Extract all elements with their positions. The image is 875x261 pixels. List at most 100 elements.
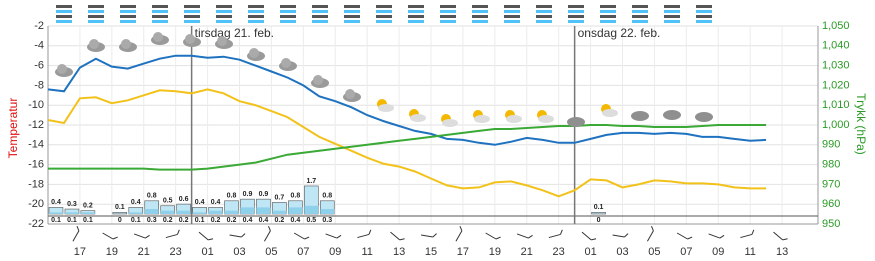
wind-arrow bbox=[455, 226, 463, 242]
precip-max-label: 0.9 bbox=[259, 191, 269, 198]
wind-arrow bbox=[263, 226, 271, 242]
wind-barb bbox=[719, 234, 725, 239]
wind-shaft bbox=[708, 233, 721, 239]
precip-min-label: 0.2 bbox=[163, 217, 173, 224]
precip-max-label: 0.5 bbox=[163, 198, 173, 205]
cloud bbox=[663, 110, 681, 120]
wind-arrow bbox=[708, 233, 725, 239]
cloud bbox=[313, 75, 323, 85]
cloud bbox=[695, 112, 713, 122]
icon-stripe bbox=[536, 15, 552, 18]
y-tick-label: -4 bbox=[34, 40, 44, 52]
wind-arrow bbox=[133, 233, 150, 239]
series-line bbox=[47, 88, 767, 198]
precip-min-label: 0.3 bbox=[147, 217, 157, 224]
warning-icon bbox=[280, 5, 296, 23]
icon-stripe bbox=[600, 5, 616, 8]
icon-stripe bbox=[280, 15, 296, 18]
icon-stripe bbox=[376, 5, 392, 8]
precip-min bbox=[192, 212, 207, 214]
wind-shaft bbox=[165, 233, 178, 239]
sun-cloud-icon bbox=[601, 104, 618, 117]
warning-icon bbox=[568, 5, 584, 23]
precip-min-label: 0.1 bbox=[51, 217, 61, 224]
cloud bbox=[442, 119, 458, 127]
y2-tick-label: 1,020 bbox=[822, 79, 850, 91]
cloud bbox=[410, 114, 426, 122]
x-tick-label: 03 bbox=[233, 246, 245, 258]
precip-min-label: 0 bbox=[597, 217, 601, 224]
wind-barb bbox=[782, 238, 788, 241]
y-tick-label: -6 bbox=[34, 60, 44, 72]
warning-icon bbox=[600, 5, 616, 23]
icon-stripe bbox=[152, 20, 168, 23]
cloud bbox=[121, 39, 131, 49]
icon-stripe bbox=[408, 10, 424, 13]
icon-stripe bbox=[152, 15, 168, 18]
icon-stripe bbox=[504, 20, 520, 23]
precip-max-label: 0.1 bbox=[115, 204, 125, 211]
x-tick-label: 05 bbox=[265, 246, 277, 258]
warning-icon bbox=[696, 5, 712, 23]
y2-tick-label: 1,000 bbox=[822, 119, 850, 131]
icon-stripe bbox=[88, 5, 104, 8]
wind-shaft bbox=[421, 234, 434, 238]
x-tick-label: 19 bbox=[489, 246, 501, 258]
warning-icon bbox=[56, 5, 72, 23]
precip-max bbox=[591, 212, 606, 215]
precip-max-label: 0.8 bbox=[147, 193, 157, 200]
warning-icon bbox=[664, 5, 680, 23]
cloud-icon bbox=[151, 32, 169, 45]
icon-stripe bbox=[152, 5, 168, 8]
wind-arrow bbox=[229, 233, 246, 238]
y-tick-label: -12 bbox=[28, 119, 44, 131]
y2-tick-label: 1,030 bbox=[822, 60, 850, 72]
y2-tick-label: 1,040 bbox=[822, 40, 850, 52]
y2-tick-label: 970 bbox=[822, 178, 840, 190]
cloud-icon bbox=[311, 75, 329, 88]
icon-stripe bbox=[600, 10, 616, 13]
wind-shaft bbox=[676, 232, 688, 240]
y-tick-label: -14 bbox=[28, 139, 44, 151]
icon-stripe bbox=[248, 5, 264, 8]
icon-stripe bbox=[56, 10, 72, 13]
cloud-icon bbox=[343, 89, 361, 102]
wind-barb bbox=[432, 233, 437, 238]
warning-icon bbox=[504, 5, 520, 23]
wind-shaft bbox=[612, 234, 625, 238]
precip-min bbox=[64, 212, 79, 214]
x-tick-label: 09 bbox=[712, 246, 724, 258]
y-tick-label: -8 bbox=[34, 79, 44, 91]
precip-max-label: 0.3 bbox=[67, 201, 77, 208]
wind-shaft bbox=[646, 230, 654, 242]
wind-barb bbox=[368, 229, 372, 235]
icon-stripe bbox=[120, 10, 136, 13]
warning-icon bbox=[632, 5, 648, 23]
wind-arrow bbox=[198, 231, 214, 241]
icon-stripe bbox=[696, 5, 712, 8]
y-tick-label: -10 bbox=[28, 99, 44, 111]
x-tick-label: 11 bbox=[744, 246, 755, 258]
x-tick-label: 03 bbox=[616, 246, 628, 258]
icon-stripe bbox=[568, 10, 584, 13]
icon-stripe bbox=[568, 20, 584, 23]
icon-stripe bbox=[312, 10, 328, 13]
y-tick-label: -18 bbox=[28, 178, 44, 190]
wind-shaft bbox=[263, 230, 271, 242]
icon-stripe bbox=[696, 15, 712, 18]
wind-arrow bbox=[581, 231, 597, 241]
icon-stripe bbox=[184, 15, 200, 18]
y-tick-label: -22 bbox=[28, 218, 44, 230]
wind-arrow bbox=[612, 233, 629, 238]
wind-shaft bbox=[133, 233, 146, 239]
precip-min bbox=[49, 212, 63, 214]
icon-stripe bbox=[216, 15, 232, 18]
wind-shaft bbox=[485, 232, 497, 240]
cloud-icon bbox=[247, 48, 265, 61]
wind-shaft bbox=[390, 231, 401, 241]
cloud bbox=[89, 39, 99, 49]
wind-shaft bbox=[229, 234, 242, 238]
cloud bbox=[474, 115, 490, 123]
cloud bbox=[249, 48, 259, 58]
